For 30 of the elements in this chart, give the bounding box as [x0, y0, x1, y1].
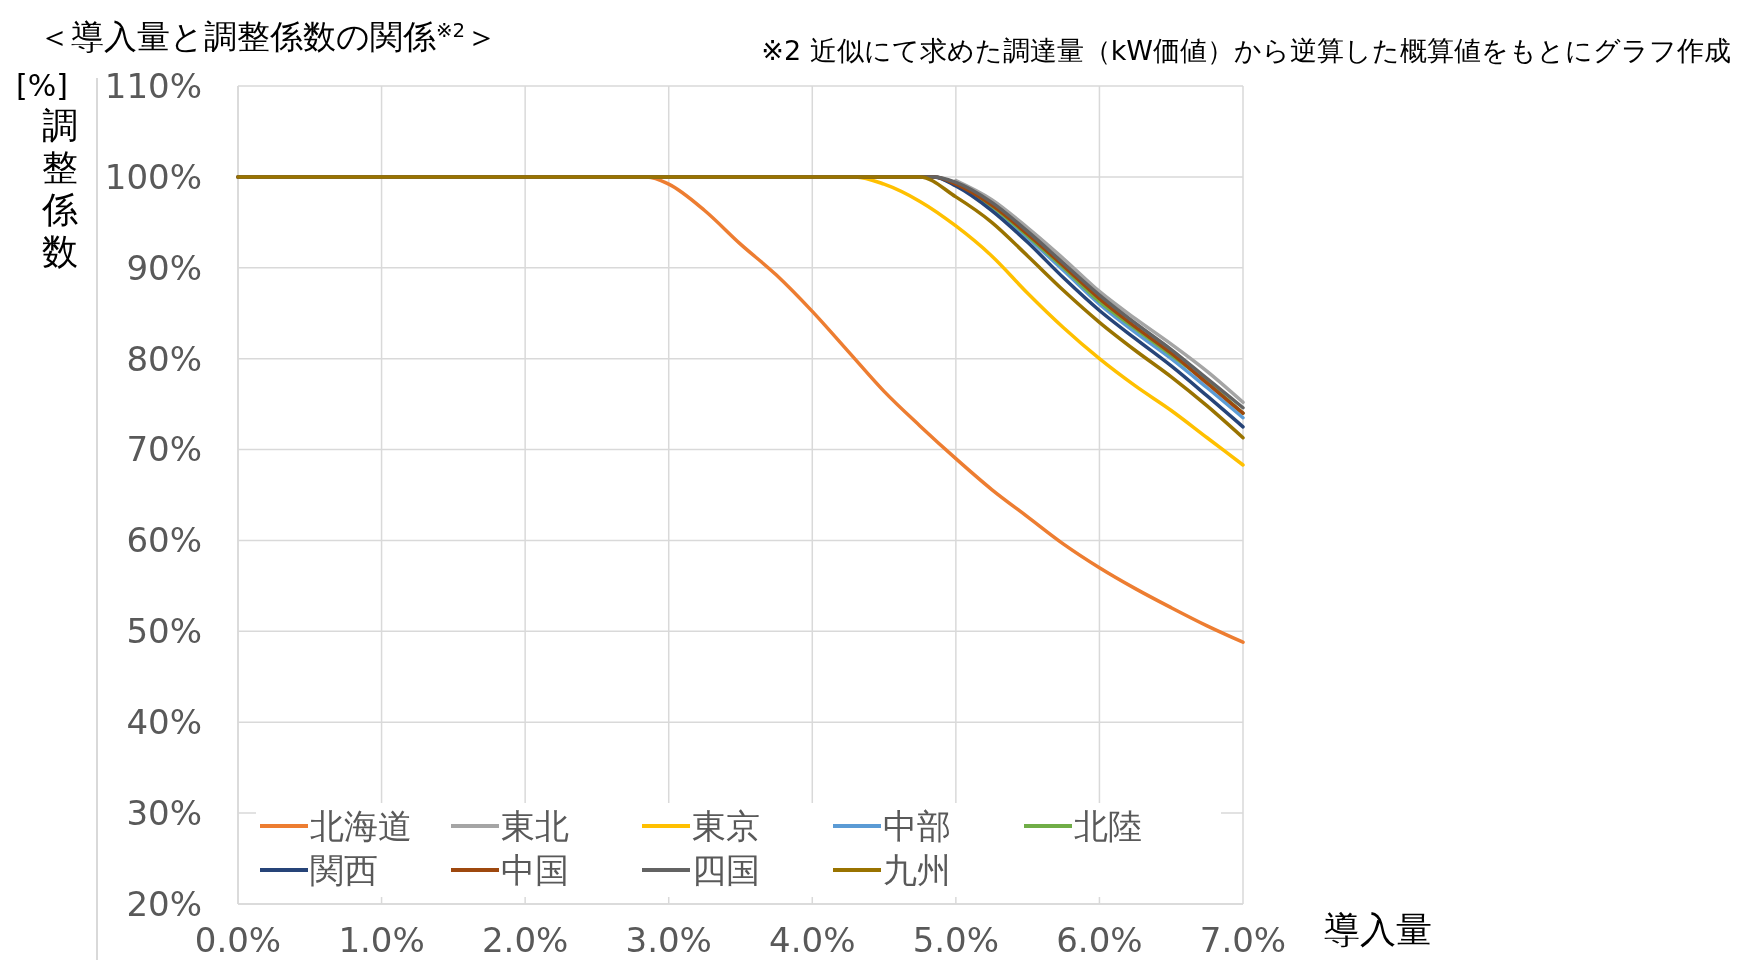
- x-tick-label: 3.0%: [625, 920, 712, 960]
- legend-label: 北海道: [310, 806, 412, 847]
- y-tick-label: 60%: [126, 520, 202, 561]
- x-tick-label: 2.0%: [481, 920, 569, 960]
- y-tick-label: 100%: [104, 156, 202, 197]
- x-tick-label: 6.0%: [1056, 920, 1143, 960]
- x-tick-label: 5.0%: [912, 920, 1000, 960]
- legend-label: 関西: [310, 850, 378, 891]
- y-tick-label: 90%: [126, 247, 202, 288]
- legend-label: 九州: [883, 850, 951, 891]
- x-tick-label: 7.0%: [1199, 920, 1287, 960]
- legend-label: 北陸: [1074, 806, 1142, 847]
- x-tick-label: 4.0%: [769, 920, 856, 960]
- y-tick-label: 110%: [104, 65, 202, 106]
- y-axis-title: 調整係数: [41, 105, 78, 272]
- y-tick-label: 50%: [126, 611, 202, 652]
- text: [%]: [16, 68, 68, 103]
- text: ※2 近似にて求めた調達量（kW価値）から逆算した概算値をもとにグラフ作成: [761, 35, 1731, 66]
- x-tick-label: 1.0%: [338, 920, 425, 960]
- x-axis-title: 導入量: [1324, 909, 1432, 950]
- y-tick-label: 70%: [126, 429, 202, 470]
- y-tick-label: 40%: [126, 702, 202, 743]
- y-tick-label: 80%: [126, 338, 202, 379]
- chart-title: ＜導入量と調整係数の関係$^{※2}$＞: [38, 17, 499, 56]
- legend-label: 四国: [692, 850, 760, 891]
- legend-label: 中部: [883, 806, 951, 847]
- y-tick-label: 30%: [126, 793, 202, 834]
- legend-label: 中国: [501, 850, 569, 891]
- legend-label: 東京: [692, 806, 760, 847]
- legend-label: 東北: [501, 806, 569, 847]
